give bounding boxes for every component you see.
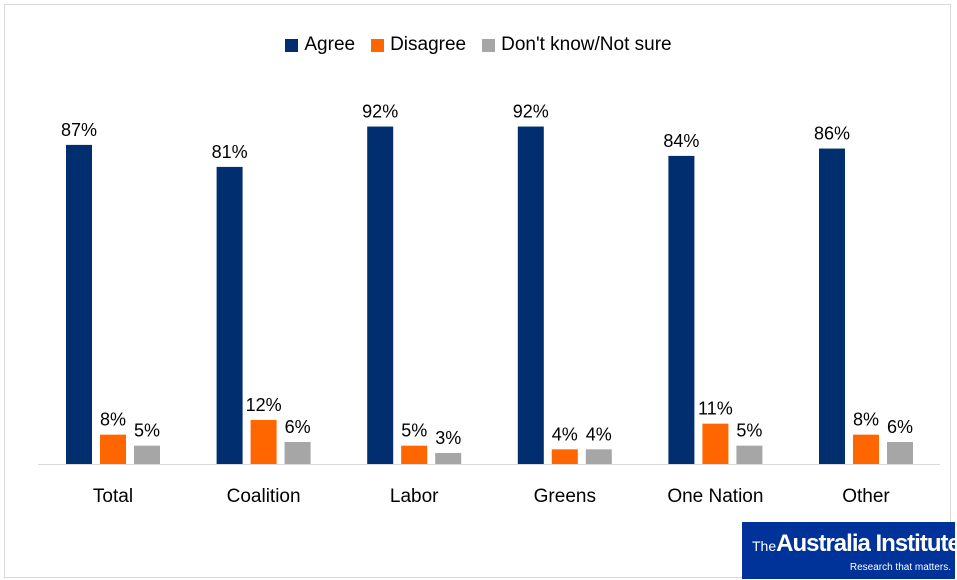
category-label-total: Total <box>93 486 133 507</box>
data-label-disagree-one-nation: 11% <box>698 399 733 419</box>
legend-label-disagree: Disagree <box>390 34 467 55</box>
bar-disagree-greens <box>551 449 578 464</box>
legend: Agree Disagree Don't know/Not sure <box>0 34 957 56</box>
bar-don-t-know-not-sure-coalition <box>284 441 311 464</box>
data-label-disagree-labor: 5% <box>401 421 427 441</box>
bar-don-t-know-not-sure-total <box>134 445 160 464</box>
legend-swatch-agree <box>285 38 299 52</box>
logo-tagline: Research that matters. <box>849 562 951 573</box>
logo-name: Australia Institute <box>776 530 957 557</box>
category-label-coalition: Coalition <box>227 486 301 507</box>
data-label-agree-total: 87% <box>61 120 97 140</box>
data-label-don-t-know-not-sure-greens: 4% <box>586 424 612 444</box>
data-label-don-t-know-not-sure-total: 5% <box>134 421 160 441</box>
legend-label-dont-know: Don't know/Not sure <box>501 34 672 55</box>
bar-disagree-other <box>853 434 879 464</box>
category-label-labor: Labor <box>390 486 439 507</box>
legend-item-agree: Agree <box>285 34 355 56</box>
data-label-don-t-know-not-sure-coalition: 6% <box>285 417 311 437</box>
data-label-agree-coalition: 81% <box>212 142 248 162</box>
data-label-agree-greens: 92% <box>513 102 549 122</box>
bar-disagree-total <box>100 434 126 464</box>
bar-disagree-one-nation <box>702 423 729 464</box>
data-label-disagree-greens: 4% <box>552 424 578 444</box>
bar-disagree-coalition <box>250 419 277 464</box>
data-label-agree-other: 86% <box>814 124 850 144</box>
data-label-don-t-know-not-sure-other: 6% <box>887 417 913 437</box>
data-label-don-t-know-not-sure-labor: 3% <box>435 428 461 448</box>
data-label-don-t-know-not-sure-one-nation: 5% <box>736 421 762 441</box>
category-label-other: Other <box>842 486 890 507</box>
bar-agree-other <box>819 148 845 464</box>
legend-swatch-disagree <box>371 38 385 52</box>
category-label-one-nation: One Nation <box>667 486 763 507</box>
bar-agree-coalition <box>216 166 243 464</box>
australia-institute-logo: TheAustralia Institute Research that mat… <box>742 522 957 579</box>
logo-prefix: The <box>752 538 777 554</box>
data-label-disagree-other: 8% <box>853 410 879 430</box>
legend-label-agree: Agree <box>304 34 356 55</box>
data-label-disagree-total: 8% <box>100 410 126 430</box>
data-label-disagree-coalition: 12% <box>246 395 282 415</box>
bar-don-t-know-not-sure-greens <box>585 449 612 464</box>
bar-don-t-know-not-sure-labor <box>435 452 462 464</box>
legend-item-disagree: Disagree <box>371 34 466 56</box>
legend-item-dont-know: Don't know/Not sure <box>482 34 672 56</box>
bar-agree-one-nation <box>668 155 695 464</box>
data-label-agree-labor: 92% <box>362 102 398 122</box>
legend-swatch-dont-know <box>482 38 496 52</box>
category-label-greens: Greens <box>534 486 596 507</box>
data-label-agree-one-nation: 84% <box>663 131 699 151</box>
bar-agree-greens <box>517 126 544 464</box>
bar-don-t-know-not-sure-one-nation <box>736 445 763 464</box>
bar-disagree-labor <box>401 445 428 464</box>
logo-wordmark: TheAustralia Institute <box>752 530 957 558</box>
chart-frame <box>4 4 951 578</box>
bar-agree-labor <box>367 126 394 464</box>
bar-don-t-know-not-sure-other <box>887 441 913 464</box>
bar-agree-total <box>66 144 92 464</box>
